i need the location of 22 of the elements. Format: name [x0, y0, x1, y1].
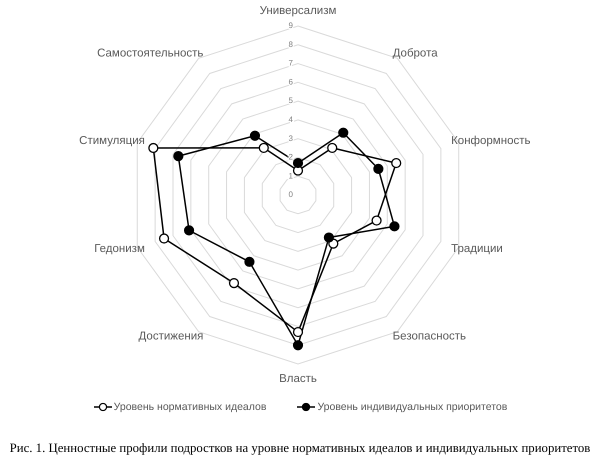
spoke-label: Власть: [279, 373, 317, 386]
spoke-label: Гедонизм: [94, 243, 145, 256]
y-tick-label: 8: [288, 40, 294, 49]
y-tick-label: 5: [288, 96, 294, 106]
spoke-label: Стимуляция: [79, 134, 145, 147]
y-tick-label: 1: [288, 171, 294, 180]
y-tick-label: 0: [288, 190, 294, 200]
spoke-label: Достижения: [138, 330, 204, 343]
spoke-label: Универсализм: [260, 5, 336, 18]
spoke-label: Традиции: [451, 243, 503, 256]
y-tick-label: 4: [288, 115, 294, 124]
spoke-label: Доброта: [392, 47, 438, 60]
y-tick-label: 7: [288, 58, 294, 68]
legend-label: Уровень индивидуальных приоритетов: [317, 401, 508, 413]
spoke-label: Самостоятельность: [97, 47, 204, 60]
legend-label: Уровень нормативных идеалов: [114, 401, 266, 413]
text: Рис. 1. Ценностные профили подростков на уровне нормативных идеалов и индивидуальных приоритетов: [8, 441, 592, 456]
y-tick-label: 3: [288, 134, 294, 143]
spoke-label: Безопасность: [392, 330, 466, 343]
y-tick-label: 6: [288, 77, 294, 86]
spoke-label: Конформность: [451, 134, 530, 147]
y-tick-label: 9: [288, 21, 294, 30]
